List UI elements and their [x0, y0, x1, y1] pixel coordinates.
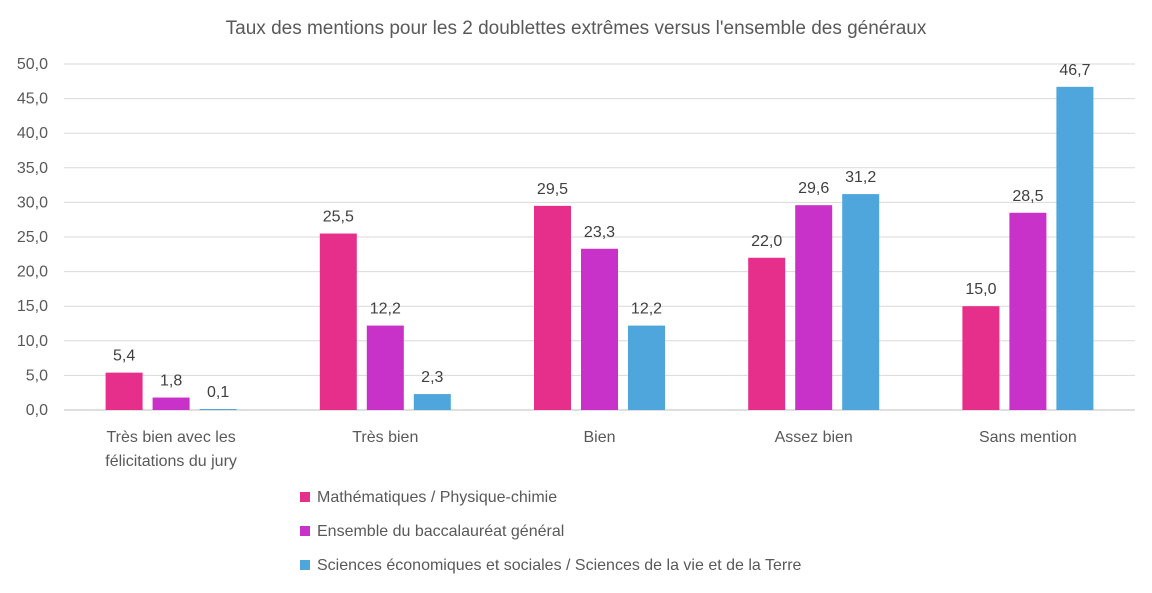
bar [413, 394, 451, 410]
bar [795, 205, 833, 410]
data-label: 46,7 [1059, 62, 1090, 79]
legend: Mathématiques / Physique-chimie Ensemble … [300, 489, 802, 574]
legend-entry: Ensemble du baccalauréat général [317, 523, 564, 540]
legend-entry: Sciences économiques et sociales / Scien… [317, 557, 802, 574]
bar [366, 325, 404, 410]
y-axis-ticks: 0,0 5,0 10,0 15,0 20,0 25,0 30,0 35,0 40,0 45,0 50… [17, 56, 48, 419]
bars [105, 86, 1094, 410]
bar [842, 194, 880, 410]
data-labels: 5,4 1,8 0,1 25,5 12,2 2,3 29,5 23,3 12,2 22,0 29,6… [113, 62, 1091, 401]
category-label: Assez bien [775, 429, 853, 446]
bar [962, 306, 1000, 410]
data-label: 23,3 [584, 224, 615, 241]
data-label: 29,5 [537, 181, 568, 198]
category-label: Sans mention [979, 429, 1077, 446]
bar [748, 257, 786, 410]
data-label: 29,6 [798, 180, 829, 197]
bar [319, 233, 357, 410]
data-label: 25,5 [323, 209, 354, 226]
legend-swatch [300, 526, 310, 536]
data-label: 12,2 [370, 301, 401, 318]
data-label: 2,3 [421, 369, 443, 386]
category-label: Bien [583, 429, 615, 446]
data-label: 28,5 [1012, 188, 1043, 205]
data-label: 31,2 [845, 169, 876, 186]
bar [534, 205, 571, 410]
y-tick-label: 15,0 [17, 298, 48, 315]
data-label: 5,4 [113, 348, 135, 365]
y-tick-label: 10,0 [17, 333, 48, 350]
bar [105, 372, 143, 410]
data-label: 15,0 [965, 281, 996, 298]
y-tick-label: 35,0 [17, 160, 48, 177]
y-tick-label: 20,0 [17, 264, 48, 281]
y-tick-label: 45,0 [17, 91, 48, 108]
y-tick-label: 30,0 [17, 194, 48, 211]
data-label: 12,2 [631, 301, 662, 318]
y-tick-label: 5,0 [26, 367, 48, 384]
y-tick-label: 0,0 [26, 402, 48, 419]
data-label: 0,1 [207, 384, 229, 401]
y-tick-label: 50,0 [17, 56, 48, 73]
bar [199, 409, 237, 410]
bar [152, 397, 190, 410]
bar [1056, 86, 1094, 410]
category-labels: Très bien avec les félicitations du jury T… [105, 429, 1077, 470]
category-label: félicitations du jury [105, 453, 237, 470]
category-label: Très bien [352, 429, 418, 446]
legend-entry: Mathématiques / Physique-chimie [317, 489, 557, 506]
bar [1009, 212, 1047, 410]
legend-swatch [300, 492, 310, 502]
data-label: 1,8 [160, 373, 182, 390]
data-label: 22,0 [751, 233, 782, 250]
y-tick-label: 25,0 [17, 229, 48, 246]
bar [628, 325, 665, 410]
chart-title: Taux des mentions pour les 2 doublettes … [226, 18, 927, 39]
bar [581, 248, 618, 410]
y-tick-label: 40,0 [17, 125, 48, 142]
category-label: Très bien avec les [106, 429, 235, 446]
legend-swatch [300, 560, 310, 570]
